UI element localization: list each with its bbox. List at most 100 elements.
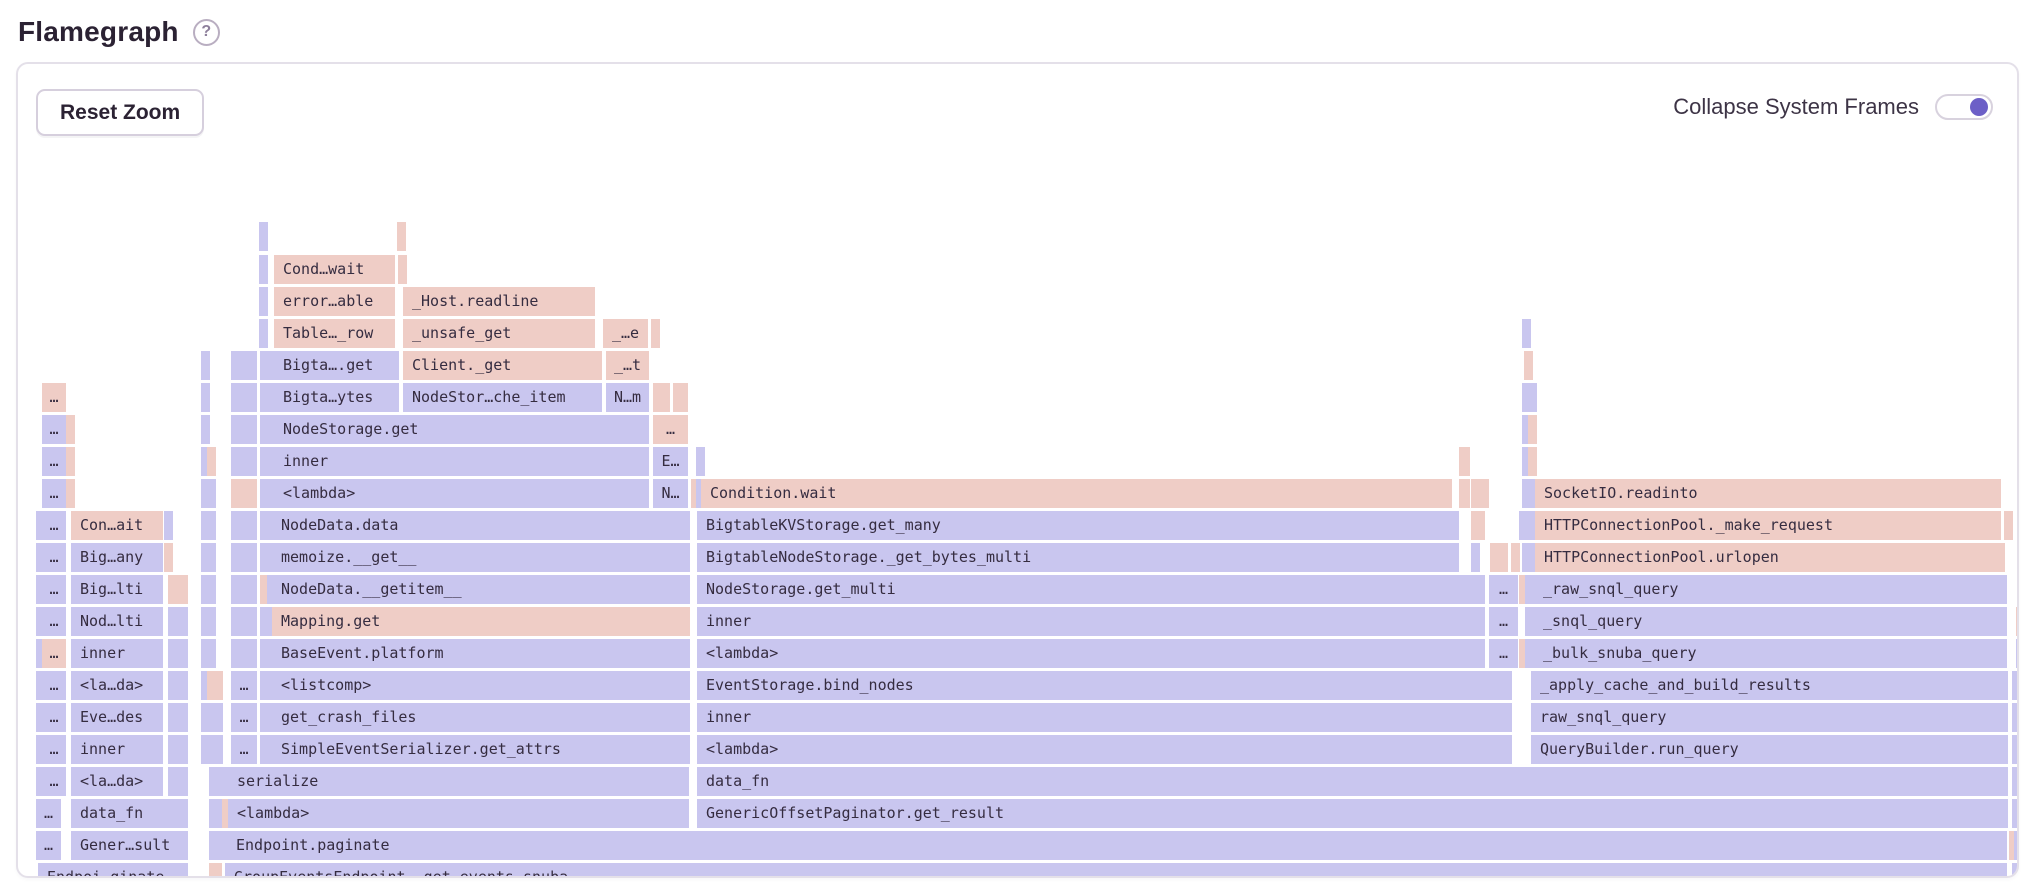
frame-bar[interactable] [209,831,218,860]
frame-bar[interactable] [1522,319,1531,348]
frame-bar[interactable] [231,351,257,380]
frame-bar[interactable] [201,511,210,540]
frame-bar[interactable] [1480,479,1489,508]
frame-bar[interactable] [215,767,224,796]
frame-bar[interactable] [1522,415,1531,444]
frame-bar[interactable] [1511,543,1520,572]
frame-bar[interactable]: NodeStorage.get_multi [697,575,1485,604]
frame-bar[interactable] [2012,799,2017,828]
frame-bar[interactable] [168,575,188,604]
frame-bar[interactable]: NodeData.data [272,511,690,540]
frame-bar[interactable] [168,767,188,796]
frame-bar[interactable] [231,575,257,604]
frame-bar[interactable] [36,767,45,796]
frame-bar[interactable]: … [42,703,66,732]
frame-bar[interactable] [259,255,268,284]
frame-bar[interactable] [260,447,269,476]
frame-bar[interactable]: … [42,671,66,700]
frame-bar[interactable] [207,671,216,700]
frame-bar[interactable] [215,831,224,860]
frame-bar[interactable] [36,735,45,764]
frame-bar[interactable] [231,511,257,540]
frame-bar[interactable] [267,415,276,444]
frame-bar[interactable] [2017,799,2019,828]
frame-bar[interactable] [691,479,700,508]
frame-bar[interactable] [1519,511,1528,540]
frame-bar[interactable] [267,575,276,604]
frame-bar[interactable]: _…e [603,319,648,348]
frame-bar[interactable]: _bulk_snuba_query [1534,639,2007,668]
frame-bar[interactable]: Big…any [71,543,163,572]
frame-bar[interactable] [164,511,173,540]
frame-bar[interactable]: Cond…wait [274,255,395,284]
frame-bar[interactable]: _snql_query [1534,607,2007,636]
frame-bar[interactable]: … [36,831,61,860]
frame-bar[interactable] [2012,703,2017,732]
frame-bar[interactable]: … [36,799,61,828]
frame-bar[interactable] [201,415,210,444]
frame-bar[interactable]: … [42,447,66,476]
frame-bar[interactable]: <listcomp> [272,671,690,700]
frame-bar[interactable]: Bigta….get [274,351,399,380]
frame-bar[interactable] [215,799,224,828]
frame-bar[interactable] [1529,511,1538,540]
frame-bar[interactable] [260,351,269,380]
frame-bar[interactable]: Bigta…ytes [274,383,399,412]
frame-bar[interactable]: N… [653,479,688,508]
frame-bar[interactable] [259,319,268,348]
frame-bar[interactable]: … [42,767,66,796]
frame-bar[interactable] [36,639,45,668]
frame-bar[interactable] [260,383,269,412]
frame-bar[interactable]: Table…_row [274,319,395,348]
frame-bar[interactable]: <lambda> [228,799,689,828]
frame-bar[interactable]: … [42,639,66,668]
frame-bar[interactable] [1490,543,1508,572]
collapse-system-frames-toggle[interactable] [1935,94,1993,120]
reset-zoom-button[interactable]: Reset Zoom [36,89,205,136]
frame-bar[interactable]: … [42,607,66,636]
frame-bar[interactable] [168,735,188,764]
frame-bar[interactable]: … [231,735,257,764]
frame-bar[interactable] [201,383,210,412]
frame-bar[interactable] [260,639,269,668]
frame-bar[interactable]: Eve…des [71,703,163,732]
frame-bar[interactable] [1471,479,1480,508]
frame-bar[interactable]: _unsafe_get [403,319,595,348]
frame-bar[interactable] [267,735,276,764]
frame-bar[interactable]: … [653,415,688,444]
frame-bar[interactable] [201,543,210,572]
frame-bar[interactable] [267,447,276,476]
frame-bar[interactable] [2012,767,2017,796]
frame-bar[interactable] [673,383,688,412]
frame-bar[interactable]: raw_snql_query [1531,703,2008,732]
frame-bar[interactable] [36,703,45,732]
frame-bar[interactable] [66,415,75,444]
frame-bar[interactable] [201,447,210,476]
frame-bar[interactable]: … [42,479,66,508]
frame-bar[interactable] [1528,479,1537,508]
frame-bar[interactable] [651,319,660,348]
frame-bar[interactable] [260,671,269,700]
frame-bar[interactable] [696,447,705,476]
frame-bar[interactable] [164,543,173,572]
frame-bar[interactable] [2016,607,2017,636]
frame-bar[interactable]: Gener…sult [71,831,188,860]
frame-bar[interactable] [36,671,45,700]
frame-bar[interactable] [1524,351,1533,380]
frame-bar[interactable]: BigtableNodeStorage._get_bytes_multi [697,543,1459,572]
frame-bar[interactable]: … [1489,575,1518,604]
frame-bar[interactable] [1529,575,1538,604]
frame-bar[interactable] [1528,447,1537,476]
frame-bar[interactable]: inner [697,703,1512,732]
frame-bar[interactable] [207,511,216,540]
frame-bar[interactable] [259,222,268,251]
frame-bar[interactable] [66,479,75,508]
frame-bar[interactable]: … [1489,607,1518,636]
frame-bar[interactable]: SimpleEventSerializer.get_attrs [272,735,690,764]
frame-bar[interactable] [1529,607,1538,636]
frame-bar[interactable]: Big…lti [71,575,163,604]
frame-bar[interactable] [267,511,276,540]
frame-bar[interactable] [398,255,407,284]
frame-bar[interactable] [209,863,222,876]
frame-bar[interactable] [168,639,188,668]
